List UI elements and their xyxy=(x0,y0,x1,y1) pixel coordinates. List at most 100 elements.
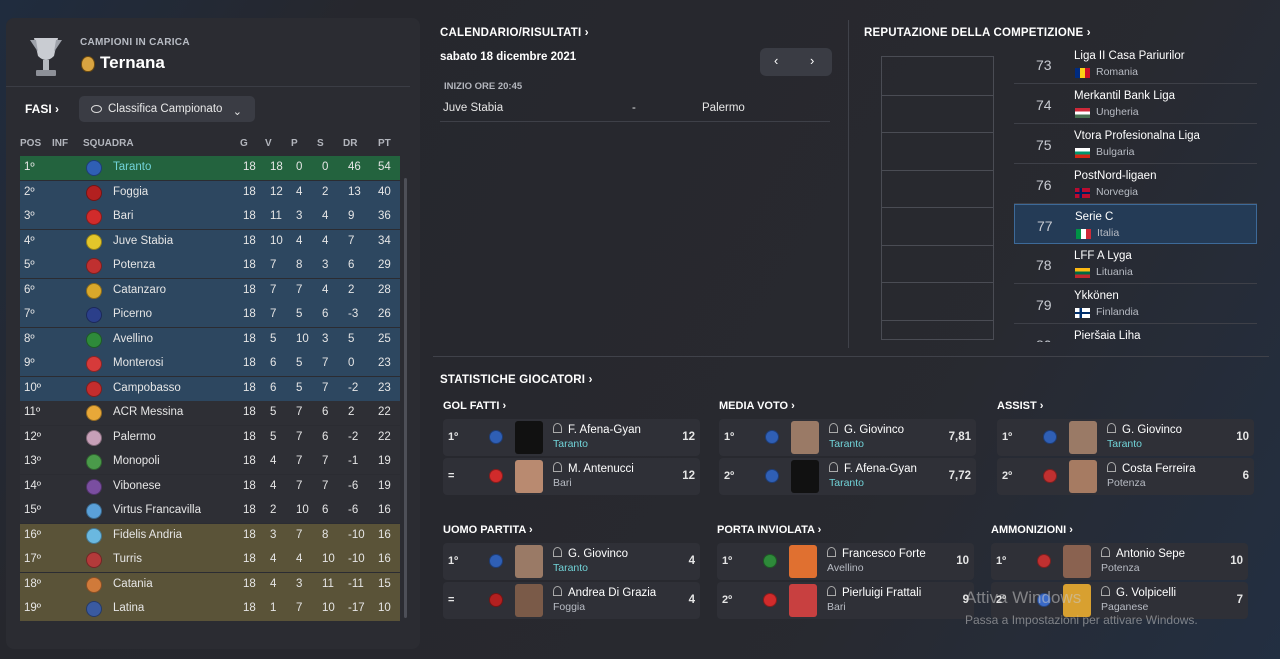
player-name[interactable]: F. Afena-Gyan xyxy=(829,462,917,475)
player-stat-row[interactable]: 1º G. Giovinco Taranto 4 xyxy=(443,543,700,580)
cell-team[interactable]: Latina xyxy=(113,602,145,614)
stat-category-title[interactable]: PORTA INVIOLATA › xyxy=(717,524,822,536)
league-name[interactable]: Ykkönen xyxy=(1074,290,1119,302)
player-name[interactable]: Antonio Sepe xyxy=(1101,547,1185,560)
cell-team[interactable]: Palermo xyxy=(113,430,156,443)
player-name[interactable]: G. Giovinco xyxy=(1107,423,1182,436)
cell-team[interactable]: Picerno xyxy=(113,308,152,320)
reputation-item[interactable]: 77 Serie C Italia xyxy=(1014,204,1257,244)
phases-link[interactable]: FASI › xyxy=(25,102,60,116)
cell-team[interactable]: Foggia xyxy=(113,185,149,198)
player-club[interactable]: Bari xyxy=(553,477,572,489)
player-name[interactable]: Costa Ferreira xyxy=(1107,462,1196,475)
player-stat-row[interactable]: 1º F. Afena-Gyan Taranto 12 xyxy=(443,419,700,456)
col-g[interactable]: G xyxy=(240,138,248,149)
reputation-item[interactable]: 78 LFF A Lyga Lituania xyxy=(1014,244,1257,284)
home-team[interactable]: Juve Stabia xyxy=(443,102,504,114)
stat-category-title[interactable]: MEDIA VOTO › xyxy=(719,400,795,412)
table-row[interactable]: 19º Latina 18 1 7 10 -17 10 xyxy=(20,597,400,621)
player-name[interactable]: G. Giovinco xyxy=(829,423,904,436)
cell-team[interactable]: Bari xyxy=(113,210,134,222)
cell-team[interactable]: Catanzaro xyxy=(113,283,167,296)
fixtures-title[interactable]: CALENDARIO/RISULTATI › xyxy=(440,27,589,39)
cell-team[interactable]: Turris xyxy=(113,553,142,565)
cell-team[interactable]: Monterosi xyxy=(113,357,164,369)
table-row[interactable]: 18º Catania 18 4 3 11 -11 15 xyxy=(20,572,400,597)
player-club[interactable]: Potenza xyxy=(1101,562,1140,574)
player-stat-row[interactable]: 2º F. Afena-Gyan Taranto 7,72 xyxy=(719,458,976,495)
reputation-item[interactable]: 79 Ykkönen Finlandia xyxy=(1014,284,1257,324)
league-name[interactable]: LFF A Lyga xyxy=(1074,250,1132,262)
table-row[interactable]: 16º Fidelis Andria 18 3 7 8 -10 16 xyxy=(20,523,400,548)
player-stat-row[interactable]: 2º Costa Ferreira Potenza 6 xyxy=(997,458,1254,495)
col-team[interactable]: SQUADRA xyxy=(83,138,134,149)
player-stat-row[interactable]: 1º G. Giovinco Taranto 10 xyxy=(997,419,1254,456)
col-v[interactable]: V xyxy=(265,138,272,149)
table-row[interactable]: 8º Avellino 18 5 10 3 5 25 xyxy=(20,327,400,352)
player-club[interactable]: Taranto xyxy=(829,477,865,489)
cell-team[interactable]: Avellino xyxy=(113,332,154,345)
league-name[interactable]: Vtora Profesionalna Liga xyxy=(1074,130,1200,142)
table-row[interactable]: 11º ACR Messina 18 5 7 6 2 22 xyxy=(20,401,400,425)
league-name[interactable]: PostNord-ligaen xyxy=(1074,170,1157,182)
reputation-item[interactable]: 80 Pieršaia Liha xyxy=(1014,324,1257,342)
table-row[interactable]: 1º Taranto 18 18 0 0 46 54 xyxy=(20,156,400,180)
player-stat-row[interactable]: 1º Francesco Forte Avellino 10 xyxy=(717,543,974,580)
league-name[interactable]: Serie C xyxy=(1075,211,1114,223)
player-name[interactable]: Francesco Forte xyxy=(827,547,926,560)
reputation-item[interactable]: 74 Merkantil Bank Liga Ungheria xyxy=(1014,84,1257,124)
player-name[interactable]: Pierluigi Frattali xyxy=(827,586,921,599)
col-s[interactable]: S xyxy=(317,138,324,149)
champion-team[interactable]: Ternana xyxy=(100,53,165,72)
player-club[interactable]: Foggia xyxy=(553,601,586,613)
player-stat-row[interactable]: = M. Antenucci Bari 12 xyxy=(443,458,700,495)
table-row[interactable]: 5º Potenza 18 7 8 3 6 29 xyxy=(20,254,400,278)
reputation-item[interactable]: 73 Liga II Casa Pariurilor Romania xyxy=(1014,44,1257,84)
table-row[interactable]: 2º Foggia 18 12 4 2 13 40 xyxy=(20,180,400,205)
cell-team[interactable]: ACR Messina xyxy=(113,406,184,418)
player-club[interactable]: Taranto xyxy=(553,438,589,450)
player-name[interactable]: G. Volpicelli xyxy=(1101,586,1176,599)
player-name[interactable]: G. Giovinco xyxy=(553,547,628,560)
col-p[interactable]: P xyxy=(291,138,298,149)
scrollbar[interactable] xyxy=(404,178,407,618)
table-row[interactable]: 12º Palermo 18 5 7 6 -2 22 xyxy=(20,425,400,450)
prev-date-button[interactable]: ‹ xyxy=(774,53,779,68)
fixture-row[interactable]: Juve Stabia - Palermo xyxy=(440,96,830,122)
table-row[interactable]: 3º Bari 18 11 3 4 9 36 xyxy=(20,205,400,229)
cell-team[interactable]: Campobasso xyxy=(113,381,181,394)
cell-team[interactable]: Taranto xyxy=(113,161,152,173)
cell-team[interactable]: Catania xyxy=(113,577,153,590)
stat-category-title[interactable]: UOMO PARTITA › xyxy=(443,524,533,536)
player-stat-row[interactable]: = Andrea Di Grazia Foggia 4 xyxy=(443,582,700,619)
stat-category-title[interactable]: GOL FATTI › xyxy=(443,400,507,412)
col-inf[interactable]: INF xyxy=(52,138,69,149)
stat-category-title[interactable]: AMMONIZIONI › xyxy=(991,524,1073,536)
player-stat-row[interactable]: 2º Pierluigi Frattali Bari 9 xyxy=(717,582,974,619)
player-name[interactable]: F. Afena-Gyan xyxy=(553,423,641,436)
player-club[interactable]: Taranto xyxy=(1107,438,1143,450)
reputation-item[interactable]: 76 PostNord-ligaen Norvegia xyxy=(1014,164,1257,204)
player-club[interactable]: Taranto xyxy=(829,438,865,450)
player-club[interactable]: Taranto xyxy=(553,562,589,574)
stats-title[interactable]: STATISTICHE GIOCATORI › xyxy=(440,374,593,386)
away-team[interactable]: Palermo xyxy=(702,102,745,114)
cell-team[interactable]: Vibonese xyxy=(113,479,161,492)
cell-team[interactable]: Potenza xyxy=(113,259,156,271)
table-row[interactable]: 4º Juve Stabia 18 10 4 4 7 34 xyxy=(20,229,400,254)
player-club[interactable]: Avellino xyxy=(827,562,864,574)
player-club[interactable]: Potenza xyxy=(1107,477,1146,489)
cell-team[interactable]: Monopoli xyxy=(113,455,160,467)
reputation-item[interactable]: 75 Vtora Profesionalna Liga Bulgaria xyxy=(1014,124,1257,164)
player-name[interactable]: M. Antenucci xyxy=(553,462,634,475)
player-club[interactable]: Paganese xyxy=(1101,601,1149,613)
player-stat-row[interactable]: 2º G. Volpicelli Paganese 7 xyxy=(991,582,1248,619)
table-row[interactable]: 10º Campobasso 18 6 5 7 -2 23 xyxy=(20,376,400,401)
league-name[interactable]: Pieršaia Liha xyxy=(1074,330,1141,342)
cell-team[interactable]: Virtus Francavilla xyxy=(113,504,201,516)
player-name[interactable]: Andrea Di Grazia xyxy=(553,586,656,599)
league-name[interactable]: Merkantil Bank Liga xyxy=(1074,90,1175,102)
league-name[interactable]: Liga II Casa Pariurilor xyxy=(1074,50,1185,62)
table-row[interactable]: 14º Vibonese 18 4 7 7 -6 19 xyxy=(20,474,400,499)
cell-team[interactable]: Juve Stabia xyxy=(113,234,174,247)
